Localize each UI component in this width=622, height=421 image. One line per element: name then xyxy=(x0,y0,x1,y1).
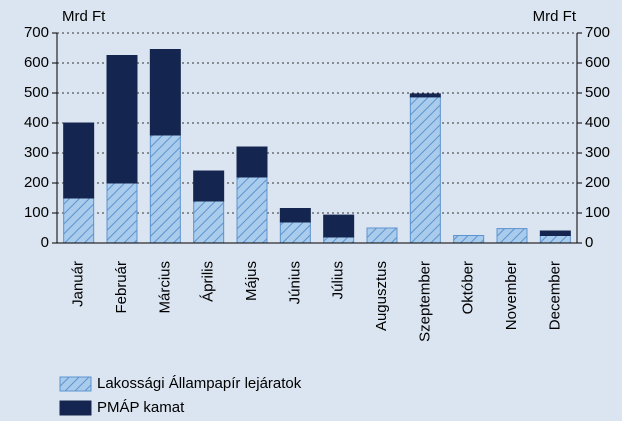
y-axis-label: Mrd Ft xyxy=(62,8,106,25)
x-tick-label: Június xyxy=(286,261,303,304)
bar-segment xyxy=(193,170,225,202)
bar-segment xyxy=(149,134,181,244)
y-tick-label: 0 xyxy=(41,234,49,251)
x-tick-label: Szeptember xyxy=(416,261,433,342)
y-tick-label: 700 xyxy=(24,24,49,41)
y2-tick-label: 100 xyxy=(585,204,610,221)
x-tick-label: Március xyxy=(156,261,173,314)
bar-segment xyxy=(323,214,355,238)
x-tick-label: Július xyxy=(330,261,347,299)
y2-tick-label: 600 xyxy=(585,54,610,71)
bar-segment xyxy=(409,93,441,98)
bar-segment xyxy=(149,49,181,136)
bar-segment xyxy=(539,230,571,236)
y-tick-label: 300 xyxy=(24,144,49,161)
legend-swatch xyxy=(59,400,92,416)
bar-segment xyxy=(366,227,398,244)
y2-tick-label: 0 xyxy=(585,234,593,251)
y2-tick-label: 700 xyxy=(585,24,610,41)
bar-segment xyxy=(323,236,355,244)
x-tick-label: December xyxy=(546,261,563,330)
legend-label: Lakossági Állampapír lejáratok xyxy=(97,375,302,392)
y2-tick-label: 300 xyxy=(585,144,610,161)
x-tick-label: Február xyxy=(113,261,130,314)
y-tick-label: 600 xyxy=(24,54,49,71)
x-tick-label: Április xyxy=(200,261,217,302)
bar-segment xyxy=(453,235,485,244)
y2-tick-label: 200 xyxy=(585,174,610,191)
bar-segment xyxy=(279,221,311,244)
y-tick-label: 400 xyxy=(24,114,49,131)
x-tick-label: Május xyxy=(243,261,260,301)
bar-segment xyxy=(236,176,268,244)
bar-segment xyxy=(106,182,138,244)
bar-segment xyxy=(193,200,225,244)
bar-segment xyxy=(279,208,311,223)
y-tick-label: 100 xyxy=(24,204,49,221)
bar-segment xyxy=(496,228,528,244)
legend-label: PMÁP kamat xyxy=(97,399,185,416)
legend-swatch xyxy=(59,376,92,392)
y-tick-label: 200 xyxy=(24,174,49,191)
bar-segment xyxy=(539,235,571,244)
x-tick-label: November xyxy=(503,261,520,330)
bar-segment xyxy=(236,146,268,178)
x-tick-label: Október xyxy=(460,261,477,314)
x-tick-label: Augusztus xyxy=(373,261,390,331)
bar-segment xyxy=(409,96,441,244)
y2-tick-label: 500 xyxy=(585,84,610,101)
bar-segment xyxy=(63,122,95,199)
y2-tick-label: 400 xyxy=(585,114,610,131)
bar-segment xyxy=(63,197,95,244)
x-tick-label: Január xyxy=(70,261,87,307)
bar-segment xyxy=(106,55,138,184)
y-tick-label: 500 xyxy=(24,84,49,101)
y2-axis-label: Mrd Ft xyxy=(533,8,577,25)
